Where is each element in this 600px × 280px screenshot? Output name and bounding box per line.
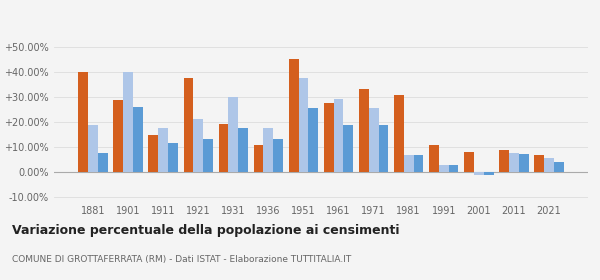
- Bar: [218, 124, 229, 172]
- Bar: [413, 155, 424, 172]
- Bar: [78, 72, 88, 172]
- Bar: [168, 143, 178, 172]
- Bar: [273, 139, 283, 172]
- Bar: [229, 97, 238, 172]
- Bar: [133, 107, 143, 172]
- Bar: [394, 95, 404, 172]
- Bar: [98, 153, 108, 172]
- Bar: [254, 145, 263, 172]
- Bar: [113, 101, 123, 172]
- Bar: [534, 155, 544, 172]
- Bar: [148, 136, 158, 172]
- Bar: [308, 108, 318, 172]
- Bar: [554, 162, 564, 172]
- Text: COMUNE DI GROTTAFERRATA (RM) - Dati ISTAT - Elaborazione TUTTITALIA.IT: COMUNE DI GROTTAFERRATA (RM) - Dati ISTA…: [12, 255, 351, 264]
- Bar: [499, 150, 509, 172]
- Bar: [123, 72, 133, 172]
- Bar: [263, 128, 273, 172]
- Bar: [88, 125, 98, 172]
- Bar: [203, 139, 213, 172]
- Bar: [193, 119, 203, 172]
- Bar: [299, 78, 308, 172]
- Bar: [238, 128, 248, 172]
- Bar: [184, 78, 193, 172]
- Bar: [484, 172, 494, 175]
- Bar: [474, 172, 484, 175]
- Text: Variazione percentuale della popolazione ai censimenti: Variazione percentuale della popolazione…: [12, 224, 400, 237]
- Bar: [343, 125, 353, 172]
- Bar: [439, 165, 449, 172]
- Bar: [289, 59, 299, 172]
- Bar: [369, 108, 379, 172]
- Bar: [334, 99, 343, 172]
- Bar: [464, 152, 474, 172]
- Bar: [544, 158, 554, 172]
- Bar: [519, 154, 529, 172]
- Bar: [158, 128, 168, 172]
- Bar: [359, 89, 369, 172]
- Bar: [449, 165, 458, 172]
- Bar: [509, 153, 519, 172]
- Bar: [404, 155, 413, 172]
- Bar: [324, 103, 334, 172]
- Bar: [379, 125, 388, 172]
- Bar: [429, 145, 439, 172]
